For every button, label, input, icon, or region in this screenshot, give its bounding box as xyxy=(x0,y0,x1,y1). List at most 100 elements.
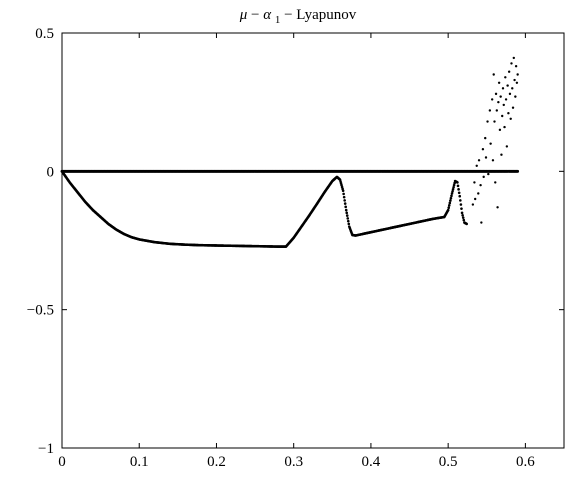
chaotic-scatter-point xyxy=(473,181,476,184)
chaotic-scatter-point xyxy=(477,159,481,162)
exponent-curve-point xyxy=(346,219,350,223)
exponent-curve-point xyxy=(460,211,464,215)
chaotic-scatter-point xyxy=(509,117,512,120)
exponent-curve-point xyxy=(462,218,466,222)
chaotic-scatter-point xyxy=(512,56,515,60)
exponent-curve-point xyxy=(447,204,451,207)
exponent-curve-point xyxy=(448,201,452,205)
chaotic-scatter-point xyxy=(503,125,506,129)
exponent-curve-point xyxy=(446,208,450,212)
exponent-curve-point xyxy=(461,213,464,217)
chaotic-scatter-point xyxy=(494,92,498,96)
exponent-curve-point xyxy=(460,207,463,210)
chaotic-scatter-point xyxy=(515,81,519,85)
exponent-curve-point xyxy=(450,194,453,198)
exponent-curve-point xyxy=(459,203,463,206)
chaotic-scatter-point xyxy=(490,98,494,101)
exponent-curve-point xyxy=(452,185,455,189)
chaotic-scatter-point xyxy=(511,87,514,90)
chaotic-scatter-point xyxy=(489,142,492,145)
chaotic-scatter-point xyxy=(486,120,489,123)
exponent-curve-point xyxy=(345,211,349,215)
chaotic-scatter-point xyxy=(492,73,495,76)
chaotic-scatter-point xyxy=(496,206,499,209)
exponent-curve-point xyxy=(344,208,348,212)
y-tick-label: −1 xyxy=(38,441,54,457)
exponent-curve-point xyxy=(344,205,347,209)
chaotic-scatter-point xyxy=(504,76,507,79)
chaotic-scatter-point xyxy=(500,153,503,156)
exponent-curve-point xyxy=(342,192,345,196)
chaotic-scatter-point xyxy=(482,175,485,179)
chaotic-scatter-point xyxy=(508,92,512,96)
chaotic-scatter-point xyxy=(505,145,509,148)
chaotic-scatter-point xyxy=(514,65,518,68)
title-name: Lyapunov xyxy=(296,7,356,23)
plot-frame xyxy=(61,32,565,449)
exponent-curve-point xyxy=(343,202,347,205)
chaotic-scatter-point xyxy=(514,95,517,98)
chaotic-scatter-point xyxy=(510,62,513,65)
exponent-curve-point xyxy=(449,199,452,202)
exponent-curve-point xyxy=(449,196,453,200)
chaotic-scatter-point xyxy=(507,112,510,115)
chaotic-scatter-point xyxy=(488,109,492,112)
exponent-curve-point xyxy=(345,214,349,217)
exponent-curve-point xyxy=(452,183,456,187)
exponent-curve-point xyxy=(346,217,350,220)
exponent-curve-point xyxy=(341,189,345,192)
exponent-curve-point xyxy=(342,195,346,199)
chaotic-scatter-point xyxy=(511,106,515,109)
chaotic-scatter-point xyxy=(484,156,488,159)
zero-line-point xyxy=(516,169,520,173)
chaotic-scatter-point xyxy=(506,84,509,87)
title-sep-1: − xyxy=(251,7,263,23)
exponent-curve-point xyxy=(465,222,468,226)
x-tick-label: 0.5 xyxy=(439,454,458,470)
y-tick-label: −0.5 xyxy=(27,303,54,319)
data-layer xyxy=(60,56,520,248)
chaotic-scatter-point xyxy=(473,197,477,201)
exponent-curve-point xyxy=(456,181,459,184)
chaotic-scatter-point xyxy=(471,203,475,206)
exponent-curve-point xyxy=(456,184,460,188)
exponent-curve-point xyxy=(457,191,461,195)
x-tick-label: 0.4 xyxy=(362,454,381,470)
exponent-curve-point xyxy=(457,188,460,191)
x-tick-label: 0.1 xyxy=(130,454,149,470)
chaotic-scatter-point xyxy=(480,221,483,224)
chaotic-scatter-point xyxy=(498,128,502,132)
chaotic-scatter-point xyxy=(493,120,496,123)
y-tick-label: 0 xyxy=(47,164,55,180)
chaotic-scatter-point xyxy=(487,172,490,176)
chart-title: μ − α 1 − Lyapunov xyxy=(239,7,357,27)
chaotic-scatter-point xyxy=(501,114,504,118)
chaotic-scatter-point xyxy=(516,73,519,76)
chaotic-scatter-point xyxy=(477,192,480,195)
exponent-curve-point xyxy=(343,199,346,202)
exponent-curve-point xyxy=(450,192,454,195)
exponent-curve-point xyxy=(451,188,455,191)
x-tick-label: 0.3 xyxy=(284,454,303,470)
exponent-curve-point xyxy=(459,199,462,202)
y-tick-label: 0.5 xyxy=(35,26,54,42)
title-alpha: α xyxy=(263,7,272,23)
tick-layer: 0 0.1 0.2 0.3 0.4 0.5 0.6 −1 −0.5 0 0.5 xyxy=(27,26,564,470)
x-tick-label: 0.6 xyxy=(516,454,535,470)
exponent-curve-point xyxy=(458,194,462,198)
chaotic-scatter-point xyxy=(497,100,500,104)
chaotic-scatter-point xyxy=(484,136,487,140)
exponent-curve-point xyxy=(451,190,454,193)
chaotic-scatter-point xyxy=(499,95,502,98)
chaotic-scatter-point xyxy=(502,103,505,107)
chaotic-scatter-point xyxy=(494,181,497,184)
title-mu: μ xyxy=(239,7,248,23)
chaotic-scatter-point xyxy=(497,81,501,85)
exponent-curve-point xyxy=(447,206,451,209)
chaotic-scatter-point xyxy=(495,109,499,112)
title-alpha-subscript: 1 xyxy=(275,14,281,26)
chaotic-scatter-point xyxy=(507,70,511,73)
chaotic-scatter-point xyxy=(481,148,485,151)
chaotic-scatter-point xyxy=(513,78,516,82)
